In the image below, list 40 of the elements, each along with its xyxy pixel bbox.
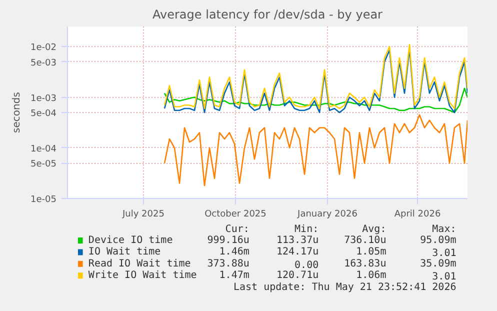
legend-label: IO Wait time [88, 246, 161, 258]
legend-label: Read IO Wait time [88, 258, 191, 270]
legend-label: Write IO Wait time [88, 270, 197, 282]
y-tick-label: 5e-04 [30, 109, 57, 119]
text: 0.00 [294, 260, 319, 271]
text: 35.09m [420, 258, 456, 270]
x-tick-label: October 2025 [204, 210, 266, 220]
line-series [164, 88, 468, 114]
text: 1.47m [219, 270, 250, 282]
text: 1.05m [356, 246, 386, 258]
text: 124.17u [276, 246, 319, 258]
text: Last update: Thu May 21 23:52:41 2026 [233, 282, 456, 293]
text: 373.88u [207, 258, 250, 270]
y-tick-label: 5e-05 [30, 160, 57, 170]
y-axis-title: seconds [12, 92, 23, 133]
y-tick-label: 1e-04 [30, 144, 57, 154]
text: 113.37u [276, 235, 319, 246]
text: 999.16u [207, 235, 250, 246]
text: Max: [432, 224, 456, 235]
text: Cur: [225, 224, 250, 235]
x-tick-label: January 2026 [296, 210, 358, 220]
text: 163.83u [344, 258, 386, 270]
text: 3.01 [432, 248, 456, 260]
chart-title: Average latency for /dev/sda - by year [152, 8, 383, 22]
y-tick-label: 1e-05 [30, 195, 57, 205]
text: 1.46m [219, 246, 250, 258]
text: 1.06m [356, 270, 386, 282]
legend-label: Device IO time [88, 235, 173, 246]
line-series [164, 114, 468, 186]
text: 120.71u [276, 270, 319, 282]
y-tick-label: 5e-03 [30, 58, 57, 68]
x-tick-label: April 2026 [394, 210, 441, 220]
text: 95.09m [420, 235, 456, 246]
x-tick-label: July 2025 [122, 210, 164, 220]
y-tick-label: 1e-03 [30, 94, 57, 104]
text: 3.01 [432, 272, 456, 283]
text: Avg: [362, 224, 386, 235]
text: Min: [294, 224, 319, 235]
text: 736.10u [344, 235, 386, 246]
y-tick-label: 1e-02 [30, 43, 57, 54]
